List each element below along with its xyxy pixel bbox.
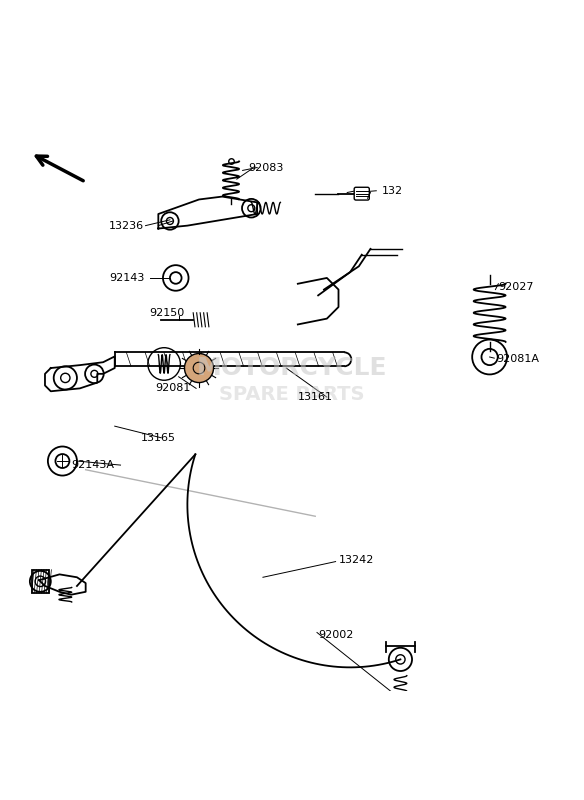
- Text: SPARE PARTS: SPARE PARTS: [219, 385, 365, 404]
- Bar: [32, 570, 49, 593]
- Text: 92081A: 92081A: [496, 354, 540, 364]
- Circle shape: [193, 362, 205, 374]
- Text: 92027: 92027: [498, 282, 534, 292]
- FancyBboxPatch shape: [354, 187, 369, 200]
- Circle shape: [185, 354, 214, 382]
- Text: 92150: 92150: [150, 308, 185, 318]
- Text: 13242: 13242: [339, 555, 374, 565]
- Polygon shape: [45, 357, 114, 391]
- Text: 92143A: 92143A: [71, 460, 114, 470]
- Text: MOTORCYCLE: MOTORCYCLE: [197, 356, 387, 380]
- Polygon shape: [39, 574, 86, 594]
- Text: 13161: 13161: [298, 392, 333, 402]
- Text: 92143: 92143: [109, 273, 144, 283]
- Text: 92081: 92081: [155, 383, 191, 394]
- Text: 92002: 92002: [318, 630, 353, 640]
- Text: 92083: 92083: [248, 162, 284, 173]
- Text: 132: 132: [382, 186, 403, 196]
- Text: 13236: 13236: [109, 221, 144, 230]
- Text: 13165: 13165: [141, 433, 176, 442]
